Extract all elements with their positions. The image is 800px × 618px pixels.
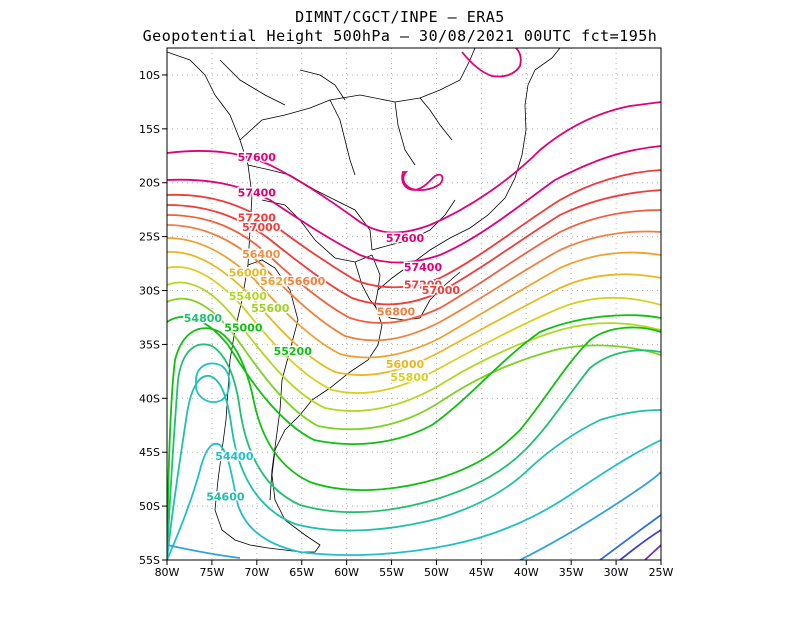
- lon-tick-label: 45W: [469, 566, 494, 579]
- map-title-line2: Geopotential Height 500hPa – 30/08/2021 …: [142, 27, 658, 45]
- lat-tick-label: 15S: [139, 123, 160, 136]
- lon-tick-label: 60W: [334, 566, 359, 579]
- lat-tick-label: 25S: [139, 231, 160, 244]
- contour-label: 57600: [238, 151, 277, 164]
- lon-tick-label: 40W: [514, 566, 539, 579]
- contour-label: 54400: [215, 450, 254, 463]
- contour-label: 57400: [404, 261, 443, 274]
- contour-label: 56600: [287, 275, 326, 288]
- contour-labels: 5760057400572005700056400560005620056600…: [182, 150, 462, 506]
- contour-label: 55600: [251, 302, 290, 315]
- contour-label: 54800: [184, 312, 223, 325]
- contour-label: 56200: [260, 275, 299, 288]
- contour-label: 57200: [238, 212, 277, 225]
- lon-tick-label: 75W: [199, 566, 224, 579]
- lat-tick-label: 35S: [139, 338, 160, 351]
- lon-tick-label: 50W: [424, 566, 449, 579]
- contour-label: 54600: [206, 491, 245, 504]
- lon-tick-label: 35W: [559, 566, 584, 579]
- contour-label: 55000: [224, 321, 263, 334]
- contour-label: 56000: [386, 358, 425, 371]
- lat-tick-label: 45S: [139, 446, 160, 459]
- contour-label: 55800: [390, 371, 429, 384]
- lon-tick-label: 30W: [604, 566, 629, 579]
- contour-label: 57600: [386, 232, 425, 245]
- map-title-line1: DIMNT/CGCT/INPE – ERA5: [295, 8, 505, 26]
- plot-frame: [166, 47, 662, 561]
- plot-area: [167, 48, 661, 560]
- lat-tick-label: 55S: [139, 554, 160, 567]
- height-contours: [167, 48, 661, 560]
- lon-tick-label: 80W: [155, 566, 180, 579]
- contour-label: 55200: [274, 345, 313, 358]
- contour-label: 56400: [242, 248, 281, 261]
- contour-label: 57200: [404, 278, 443, 291]
- lon-tick-label: 25W: [649, 566, 674, 579]
- lat-tick-label: 30S: [139, 285, 160, 298]
- lon-tick-label: 55W: [379, 566, 404, 579]
- lat-tick-label: 20S: [139, 177, 160, 190]
- contour-label: 56000: [229, 267, 268, 280]
- contour-label: 57400: [238, 187, 277, 200]
- lon-tick-label: 65W: [289, 566, 314, 579]
- lat-tick-label: 10S: [139, 69, 160, 82]
- lat-tick-label: 40S: [139, 392, 160, 405]
- contour-label: 55400: [229, 290, 268, 303]
- lon-tick-label: 70W: [244, 566, 269, 579]
- contour-label: 57000: [242, 221, 281, 234]
- contour-label: 56800: [377, 305, 416, 318]
- lat-tick-label: 50S: [139, 500, 160, 513]
- contour-label: 57000: [422, 284, 461, 297]
